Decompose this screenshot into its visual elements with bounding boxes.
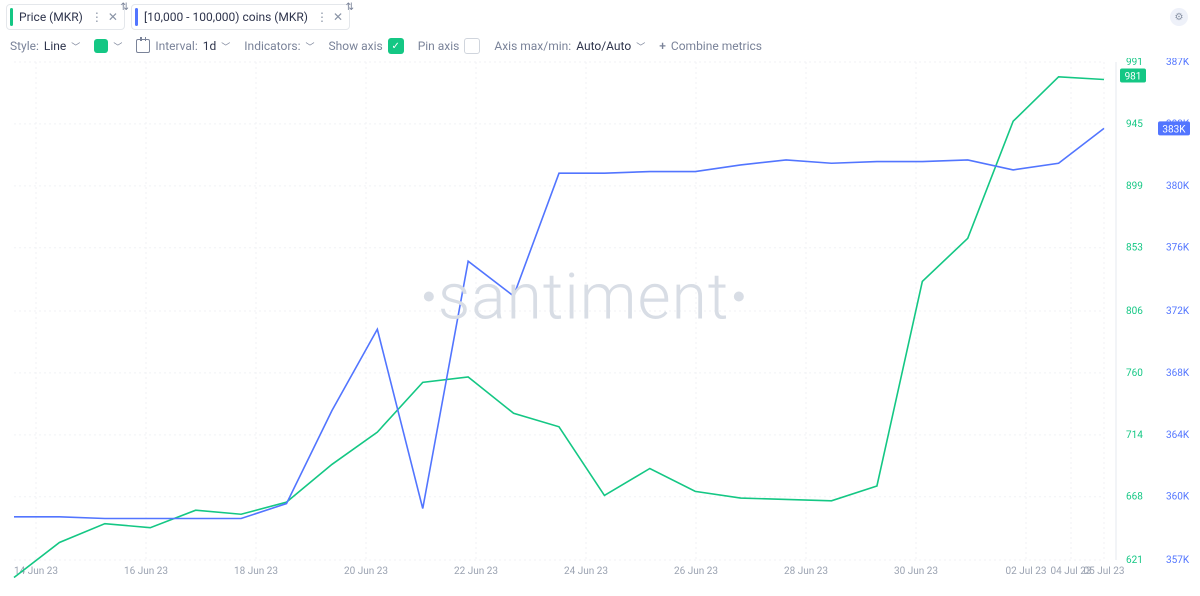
svg-text:357K: 357K (1166, 555, 1190, 566)
metric-label: [10,000 - 100,000) coins (MKR) (144, 10, 308, 24)
metrics-tab-bar: Price (MKR) ⋮ ✕ ⇅ [10,000 - 100,000) coi… (0, 0, 1200, 34)
axis-mm-label: Axis max/min: (494, 39, 571, 53)
combine-label: Combine metrics (671, 39, 762, 53)
axis-mm-value: Auto/Auto (576, 39, 631, 53)
svg-text:22 Jun 23: 22 Jun 23 (454, 566, 498, 577)
chevron-down-icon: ﹀ (71, 40, 80, 53)
metric-label: Price (MKR) (19, 10, 83, 24)
color-selector[interactable]: ﹀ (94, 39, 122, 53)
svg-text:364K: 364K (1166, 430, 1190, 441)
gear-icon: ⚙ (1175, 12, 1184, 23)
svg-text:760: 760 (1126, 368, 1143, 379)
chevron-down-icon: ﹀ (221, 40, 230, 53)
settings-button[interactable]: ⚙ (1170, 8, 1188, 26)
svg-text:981: 981 (1125, 71, 1142, 82)
chevron-down-icon: ﹀ (636, 40, 645, 53)
svg-text:02 Jul 23: 02 Jul 23 (1006, 566, 1047, 577)
svg-text:945: 945 (1126, 119, 1143, 130)
metric-color-bar (10, 8, 13, 26)
checkbox-checked-icon: ✓ (388, 38, 404, 54)
chevron-down-icon: ﹀ (306, 40, 315, 53)
plus-icon: + (659, 39, 666, 53)
svg-text:26 Jun 23: 26 Jun 23 (674, 566, 718, 577)
checkbox-unchecked-icon (464, 38, 480, 54)
svg-text:387K: 387K (1166, 58, 1190, 68)
svg-text:668: 668 (1126, 492, 1143, 503)
calendar-icon (136, 39, 150, 53)
svg-text:806: 806 (1126, 306, 1143, 317)
svg-text:30 Jun 23: 30 Jun 23 (894, 566, 938, 577)
chevron-down-icon: ﹀ (113, 40, 122, 53)
svg-text:372K: 372K (1166, 306, 1190, 317)
sort-handle-icon[interactable]: ⇅ (121, 2, 129, 13)
svg-text:20 Jun 23: 20 Jun 23 (344, 566, 388, 577)
svg-text:714: 714 (1126, 430, 1143, 441)
style-selector[interactable]: Style: Line ﹀ (10, 39, 80, 53)
metric-pill-supply[interactable]: [10,000 - 100,000) coins (MKR) ⋮ ✕ ⇅ (131, 4, 350, 30)
chart-toolbar: Style: Line ﹀ ﹀ Interval: 1d ﹀ Indicator… (0, 34, 1200, 60)
metric-color-bar (135, 8, 138, 26)
pin-axis-toggle[interactable]: Pin axis (418, 38, 481, 54)
svg-text:991: 991 (1126, 58, 1143, 68)
svg-text:360K: 360K (1166, 492, 1190, 503)
style-label: Style: (10, 39, 39, 53)
svg-text:28 Jun 23: 28 Jun 23 (784, 566, 828, 577)
svg-text:621: 621 (1126, 555, 1143, 566)
color-swatch (94, 39, 108, 53)
svg-text:899: 899 (1126, 181, 1143, 192)
chart-svg: 621 357K 668 360K 714 364K 760 368K 806 372K 853 37… (6, 58, 1194, 590)
svg-text:24 Jun 23: 24 Jun 23 (564, 566, 608, 577)
close-icon[interactable]: ✕ (333, 10, 343, 24)
svg-text:368K: 368K (1166, 368, 1190, 379)
interval-label: Interval: (155, 39, 197, 53)
kebab-icon[interactable]: ⋮ (316, 10, 327, 24)
sort-handle-icon[interactable]: ⇅ (346, 2, 354, 13)
svg-text:05 Jul 23: 05 Jul 23 (1084, 566, 1125, 577)
svg-text:383K: 383K (1162, 124, 1186, 135)
axis-maxmin-selector[interactable]: Axis max/min: Auto/Auto ﹀ (494, 39, 645, 53)
svg-text:380K: 380K (1166, 181, 1190, 192)
metric-pill-price[interactable]: Price (MKR) ⋮ ✕ ⇅ (6, 4, 125, 30)
interval-selector[interactable]: Interval: 1d ﹀ (136, 39, 230, 53)
style-value: Line (44, 39, 66, 53)
indicators-selector[interactable]: Indicators: ﹀ (244, 39, 314, 53)
close-icon[interactable]: ✕ (108, 10, 118, 24)
indicators-label: Indicators: (244, 39, 300, 53)
interval-value: 1d (203, 39, 217, 53)
combine-metrics-button[interactable]: + Combine metrics (659, 39, 762, 53)
kebab-icon[interactable]: ⋮ (91, 10, 102, 24)
show-axis-label: Show axis (329, 39, 383, 53)
svg-text:18 Jun 23: 18 Jun 23 (234, 566, 278, 577)
chart-area[interactable]: santiment 621357K668360K714364K760368K80… (6, 58, 1194, 590)
pin-axis-label: Pin axis (418, 39, 460, 53)
svg-text:853: 853 (1126, 243, 1143, 254)
svg-text:16 Jun 23: 16 Jun 23 (124, 566, 168, 577)
svg-text:376K: 376K (1166, 243, 1190, 254)
show-axis-toggle[interactable]: Show axis ✓ (329, 38, 404, 54)
